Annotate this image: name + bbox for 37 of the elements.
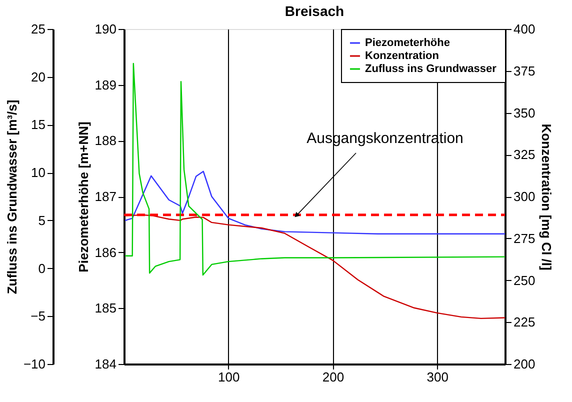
line-series (124, 62, 506, 276)
y3-tick-label: 5 (38, 212, 46, 228)
y2-tick-label: 225 (514, 314, 536, 330)
y3-tick-label: −10 (23, 356, 46, 372)
y3-tick-label: 15 (31, 117, 46, 132)
y2-tick-label: 300 (514, 189, 536, 204)
y3-tick-label: 20 (31, 69, 46, 84)
y2-tick-label: 325 (514, 147, 536, 162)
y2-tick-label: 200 (514, 356, 536, 372)
chart-title: Breisach (284, 3, 344, 19)
y-tick-label: 186 (94, 244, 116, 260)
y-tick-label: 189 (94, 77, 116, 92)
y-axis-title: Piezometerhöhe [m+NN] (76, 122, 91, 272)
y2-tick-label: 250 (514, 272, 536, 288)
y2-axis-title: Konzentration [mg Cl /l] (539, 124, 554, 270)
y3-tick-label: 10 (31, 165, 46, 180)
y2-tick-label: 375 (514, 63, 536, 78)
y-tick-label: 188 (94, 133, 116, 148)
y2-tick-label: 350 (514, 105, 536, 120)
legend-label: Piezometerhöhe (365, 37, 450, 49)
y-tick-label: 190 (94, 22, 116, 36)
y-tick-label: 184 (94, 356, 116, 372)
y-tick-label: 187 (94, 189, 116, 204)
y3-tick-label: 0 (38, 260, 46, 276)
y-tick-label: 185 (94, 300, 116, 316)
y3-tick-label: −5 (30, 308, 46, 324)
x-tick-label: 300 (426, 370, 448, 384)
x-tick-label: 100 (218, 370, 240, 384)
y3-tick-label: 25 (31, 22, 46, 36)
legend-label: Konzentration (365, 50, 440, 62)
line-series (124, 170, 506, 235)
y2-tick-label: 400 (514, 22, 536, 36)
y3-axis-title: Zufluss ins Grundwasser [m³/s] (4, 100, 20, 294)
y2-tick-label: 275 (514, 230, 536, 246)
line-series (124, 214, 506, 320)
x-tick-label: 200 (322, 370, 344, 384)
legend-label: Zufluss ins Grundwasser (365, 63, 498, 75)
